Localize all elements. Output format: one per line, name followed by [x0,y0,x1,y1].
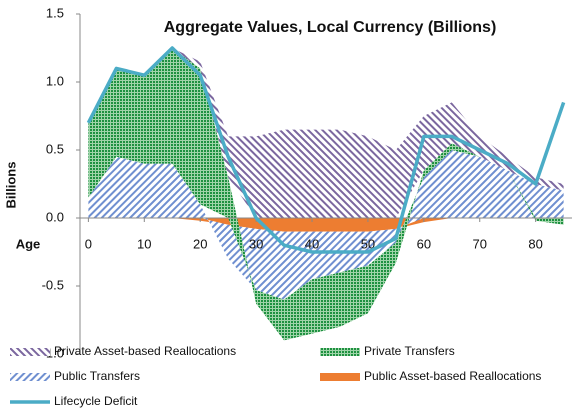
area [88,218,564,232]
area [88,48,564,341]
x-tick-label: 70 [473,236,487,251]
x-tick-label: 50 [361,236,375,251]
legend-swatch [320,373,360,381]
legend-swatch [10,373,50,381]
y-tick-label: 1.0 [46,73,64,88]
y-axis-label: Billions [3,162,18,209]
x-tick-label: 40 [305,236,319,251]
legend-label: Lifecycle Deficit [54,394,138,408]
x-tick-label: 60 [417,236,431,251]
legend-label: Public Transfers [54,369,140,383]
legend-swatch [10,348,50,356]
chart-title: Aggregate Values, Local Currency (Billio… [164,19,497,36]
line [86,46,566,254]
x-axis-label: Age [16,236,41,251]
y-tick-label: 1.5 [46,5,64,20]
x-tick-label: 10 [137,236,151,251]
legend-swatch [320,348,360,356]
x-tick-label: 20 [193,236,207,251]
legend-label: Private Transfers [364,344,455,358]
area [88,150,564,300]
x-tick-label: 80 [528,236,542,251]
legend-label: Public Asset-based Reallocations [364,369,541,383]
y-tick-label: 0.5 [46,141,64,156]
y-tick-label: 0.0 [46,209,64,224]
x-tick-label: 30 [249,236,263,251]
legend-label: Private Asset-based Reallocations [54,344,236,358]
y-tick-label: -0.5 [42,277,64,292]
x-tick-label: 0 [85,236,92,251]
